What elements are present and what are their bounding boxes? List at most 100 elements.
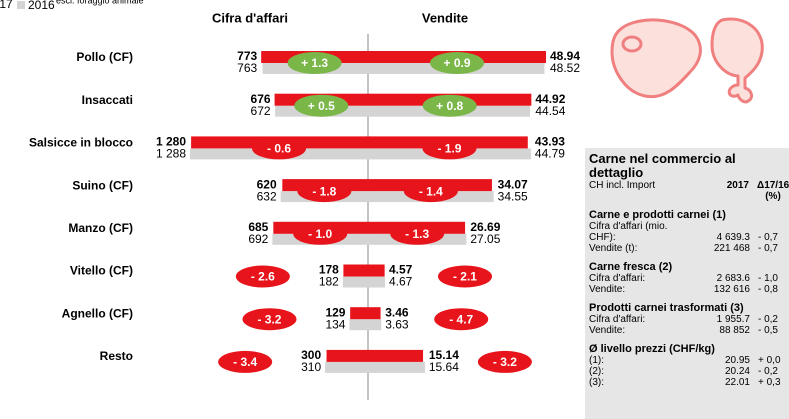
change-label: - 3.2 xyxy=(493,355,517,369)
category-label: Resto xyxy=(100,349,133,363)
panel-subtitle: CH incl. Import xyxy=(589,180,693,202)
bar xyxy=(349,319,368,330)
bar xyxy=(368,277,385,288)
category-label: Salsicce in blocco xyxy=(29,136,133,150)
value-label: 3.63 xyxy=(385,317,409,331)
col-header: Δ17/16 (%) xyxy=(749,180,789,202)
legend-swatch xyxy=(17,1,25,9)
value-label: 310 xyxy=(301,360,321,374)
value-label: 44.79 xyxy=(535,147,565,161)
change-label: - 1.0 xyxy=(308,227,332,241)
row-change: - 0,7 xyxy=(750,243,789,254)
category-label: Pollo (CF) xyxy=(76,50,133,64)
panel-title: Carne nel commercio al dettaglio xyxy=(589,152,764,180)
row-change: - 0,2 xyxy=(750,366,789,377)
section-heading: Carne e prodotti carnei (1) xyxy=(589,210,789,221)
row-label: Cifra d'affari: xyxy=(589,314,694,325)
row-value: 22.01 xyxy=(694,377,750,388)
bar xyxy=(368,350,423,362)
value-label: 48.52 xyxy=(550,61,580,75)
row-change: + 0,3 xyxy=(750,377,789,388)
row-label: Vendite: xyxy=(589,284,694,295)
change-label: - 1.3 xyxy=(405,227,429,241)
change-label: - 2.6 xyxy=(251,270,275,284)
section-heading: Prodotti carnei trasformati (3) xyxy=(589,303,789,314)
value-label: 632 xyxy=(257,189,277,203)
panel-row: Cifra d'affari:2 683.6- 1,0 xyxy=(589,273,789,284)
panel-row: (1):20.95+ 0,0 xyxy=(589,355,789,366)
category-label: Suino (CF) xyxy=(72,178,133,192)
value-label: 4.67 xyxy=(389,275,413,289)
change-label: - 0.6 xyxy=(267,142,291,156)
bar xyxy=(350,307,368,319)
col-header: 2017 xyxy=(693,180,749,202)
legend-note: esci. foraggio animale xyxy=(56,0,144,5)
row-change: - 1,0 xyxy=(750,273,789,284)
panel-row: Cifra d'affari (mio. CHF):4 639.3- 0,7 xyxy=(589,221,789,243)
value-label: 692 xyxy=(248,232,268,246)
panel-row: (2):20.24- 0,2 xyxy=(589,366,789,377)
change-label: - 3.2 xyxy=(257,312,281,326)
bar xyxy=(327,350,368,362)
bar xyxy=(368,265,385,277)
row-value: 20.95 xyxy=(694,355,750,366)
bar xyxy=(368,307,381,319)
change-label: + 0.8 xyxy=(436,99,463,113)
change-label: + 0.9 xyxy=(443,56,470,70)
row-value: 221 468 xyxy=(694,243,750,254)
row-value: 4 639.3 xyxy=(694,232,750,243)
row-label: Vendite (t): xyxy=(589,243,694,254)
legend-label: 2017 xyxy=(0,0,13,11)
section-heading: Carne fresca (2) xyxy=(589,262,789,273)
section-heading: Ø livello prezzi (CHF/kg) xyxy=(589,344,789,355)
row-change: - 0,7 xyxy=(750,232,789,243)
legend-label: 2016 xyxy=(28,0,55,12)
panel-row: Cifra d'affari:1 955.7- 0,2 xyxy=(589,314,789,325)
page: 2017 2016esci. foraggio animale Pollo (CF)… xyxy=(0,0,789,419)
bar xyxy=(343,265,368,277)
row-value: 20.24 xyxy=(694,366,750,377)
row-value: 2 683.6 xyxy=(694,273,750,284)
row-label: Cifra d'affari: xyxy=(589,273,694,284)
change-label: + 0.5 xyxy=(308,99,335,113)
change-label: - 2.1 xyxy=(453,270,477,284)
row-label: (1): xyxy=(589,355,694,366)
value-label: 763 xyxy=(237,61,257,75)
change-label: + 1.3 xyxy=(301,56,328,70)
category-label: Agnello (CF) xyxy=(62,306,133,320)
panel-title: Cifra d'affari xyxy=(212,10,288,25)
meat-icons xyxy=(612,19,762,102)
row-change: - 0,5 xyxy=(750,325,789,336)
value-label: 44.54 xyxy=(535,104,565,118)
bar xyxy=(343,277,368,288)
row-change: + 0,0 xyxy=(750,355,789,366)
change-label: - 3.4 xyxy=(233,355,257,369)
row-value: 1 955.7 xyxy=(694,314,750,325)
row-value: 132 616 xyxy=(694,284,750,295)
row-label: Vendite: xyxy=(589,325,694,336)
row-value: 88 852 xyxy=(694,325,750,336)
value-label: 672 xyxy=(251,104,271,118)
change-label: - 4.7 xyxy=(449,312,473,326)
panel-row: (3):22.01+ 0,3 xyxy=(589,377,789,388)
value-label: 1 288 xyxy=(156,147,186,161)
bar xyxy=(368,319,381,330)
row-label: (3): xyxy=(589,377,694,388)
bar xyxy=(368,362,425,373)
panel-title: Vendite xyxy=(422,10,468,25)
category-label: Insaccati xyxy=(82,93,133,107)
value-label: 15.64 xyxy=(429,360,459,374)
category-label: Vitello (CF) xyxy=(70,264,133,278)
value-label: 182 xyxy=(319,275,339,289)
panel-row: Vendite:88 852- 0,5 xyxy=(589,325,789,336)
row-label: (2): xyxy=(589,366,694,377)
change-label: - 1.9 xyxy=(437,142,461,156)
category-label: Manzo (CF) xyxy=(68,221,133,235)
value-label: 34.55 xyxy=(498,189,528,203)
panel-row: Vendite (t):221 468- 0,7 xyxy=(589,243,789,254)
panel-row: Vendite:132 616- 0,8 xyxy=(589,284,789,295)
value-label: 27.05 xyxy=(470,232,500,246)
bar xyxy=(325,362,368,373)
